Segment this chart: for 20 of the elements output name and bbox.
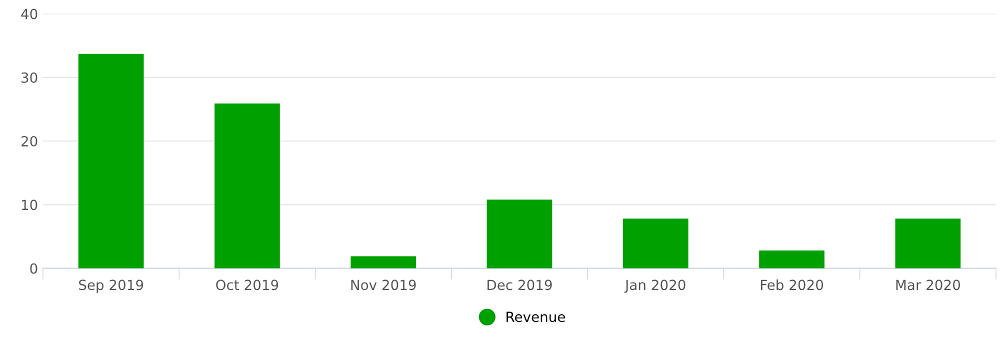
bar: [486, 200, 552, 268]
bar: [214, 103, 280, 268]
bar: [759, 250, 824, 268]
bar: [350, 256, 416, 268]
legend-label: Revenue: [506, 312, 565, 322]
bar: [622, 218, 688, 268]
y-tick-label: 20: [21, 136, 38, 147]
bar: [78, 54, 144, 268]
bar: [895, 218, 961, 268]
x-tick-label: Feb 2020: [760, 279, 824, 290]
x-tick-label: Jan 2020: [624, 280, 686, 293]
y-tick-label: 30: [22, 72, 38, 83]
x-tick-label: Mar 2020: [896, 280, 960, 290]
y-tick-label: 10: [22, 200, 38, 210]
x-tick-label: Oct 2019: [216, 280, 278, 290]
y-tick-label: 40: [21, 8, 38, 20]
y-tick-label: 0: [30, 263, 38, 274]
x-tick-label: Sep 2019: [79, 280, 144, 293]
x-tick-label: Dec 2019: [488, 280, 552, 290]
x-tick-label: Nov 2019: [351, 280, 416, 290]
